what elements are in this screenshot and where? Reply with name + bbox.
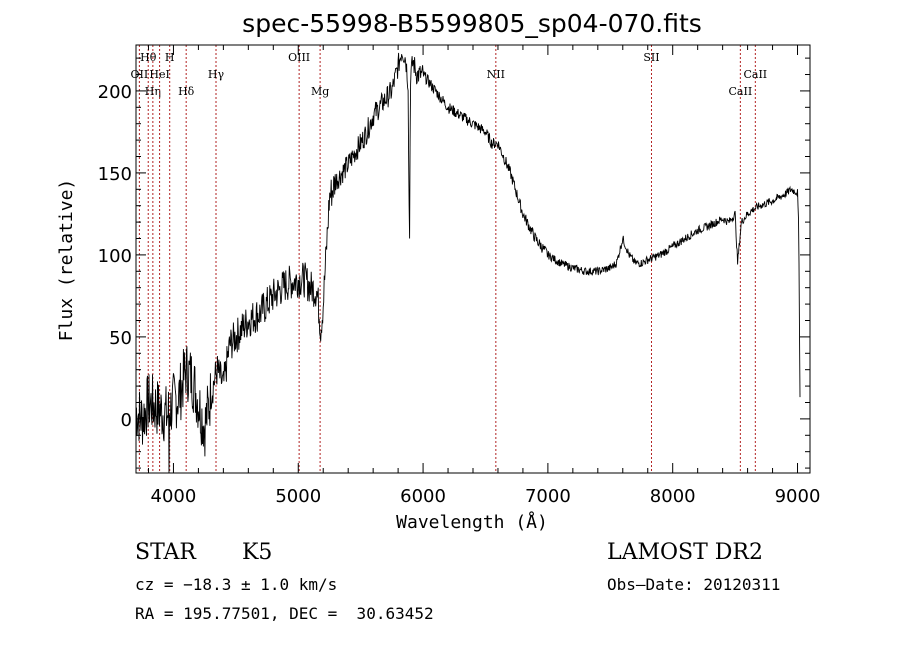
- x-tick-label-5000: 5000: [275, 486, 321, 507]
- x-tick-label-4000: 4000: [151, 486, 197, 507]
- line-label-5: Hδ: [178, 85, 195, 98]
- chart-title: spec-55998-B5599805_sp04-070.fits: [242, 9, 702, 38]
- x-tick-label-6000: 6000: [400, 486, 446, 507]
- redshift-readout: cz = −18.3 ± 1.0 km/s: [135, 575, 338, 594]
- line-label-4: H: [165, 51, 175, 64]
- line-label-6: Hγ: [208, 68, 225, 81]
- spectrum-series: [135, 52, 801, 474]
- spectrum-layer: [135, 52, 801, 474]
- line-label-0: Hθ: [140, 51, 157, 64]
- object-class: STAR: [135, 540, 196, 565]
- coordinates: RA = 195.77501, DEC = 30.63452: [135, 604, 434, 623]
- y-tick-label-0: 0: [121, 410, 132, 431]
- line-label-8: Mg: [311, 85, 329, 98]
- y-axis-ticks: 0 50 100 150 200: [98, 57, 810, 469]
- object-subclass: K5: [242, 540, 273, 565]
- x-tick-label-9000: 9000: [775, 486, 821, 507]
- x-axis-ticks: 4000 5000 6000 7000 8000 9000: [147, 45, 821, 507]
- y-tick-label-100: 100: [98, 246, 132, 267]
- x-tick-label-7000: 7000: [525, 486, 571, 507]
- survey-name: LAMOST DR2: [607, 540, 763, 565]
- line-label-3: HeI: [149, 68, 169, 81]
- y-tick-label-150: 150: [98, 164, 132, 185]
- line-label-7: OIII: [288, 51, 310, 64]
- y-axis-label: Flux (relative): [56, 179, 77, 342]
- plot-frame: [135, 44, 811, 474]
- x-tick-label-8000: 8000: [650, 486, 696, 507]
- y-minor-ticks: [136, 57, 810, 469]
- x-minor-ticks: [147, 45, 774, 473]
- line-label-2: Hη: [145, 85, 161, 98]
- line-label-12: CaII: [743, 68, 767, 81]
- y-tick-label-200: 200: [98, 82, 132, 103]
- line-label-10: SII: [643, 51, 659, 64]
- obs-date: Obs–Date: 20120311: [607, 575, 781, 594]
- line-label-11: CaII: [729, 85, 753, 98]
- x-axis-label: Wavelength (Å): [396, 511, 548, 533]
- y-tick-label-50: 50: [109, 328, 132, 349]
- line-label-9: NII: [487, 68, 505, 81]
